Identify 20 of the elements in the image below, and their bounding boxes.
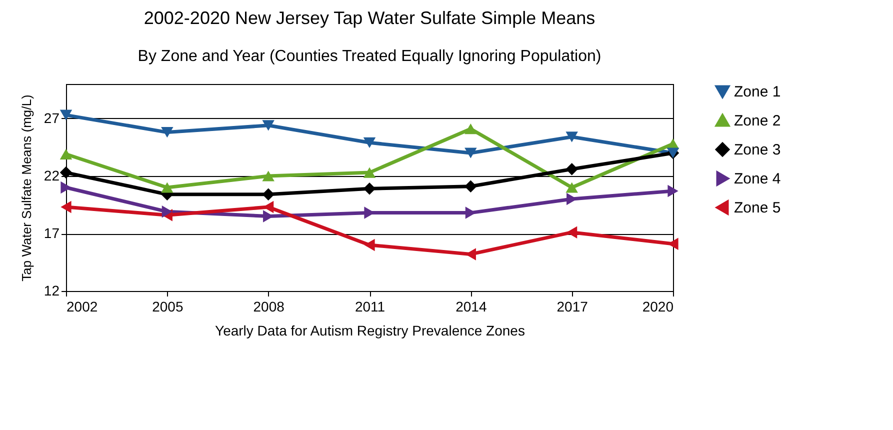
y-tick-label: 22 <box>44 168 60 184</box>
x-tick-label: 2014 <box>456 298 487 314</box>
y-tick-label: 12 <box>44 282 60 298</box>
chart-title: 2002-2020 New Jersey Tap Water Sulfate Simple Means <box>144 8 596 28</box>
legend-label: Zone 1 <box>734 84 781 100</box>
y-axis-title: Tap Water Sulfate Means (mg/L) <box>18 94 34 282</box>
x-tick-label: 2017 <box>556 298 588 314</box>
x-tick-label: 2020 <box>642 298 674 314</box>
y-tick-label: 17 <box>44 225 60 241</box>
x-tick-label: 2005 <box>152 298 184 314</box>
chart-subtitle: By Zone and Year (Counties Treated Equally Ignoring Population) <box>138 48 602 65</box>
legend-label: Zone 2 <box>734 112 781 130</box>
x-tick-label: 2002 <box>66 298 98 314</box>
x-tick-label: 2008 <box>253 298 285 314</box>
legend-label: Zone 5 <box>734 200 781 216</box>
x-axis-title: Yearly Data for Autism Registry Prevalence Zones <box>215 322 525 338</box>
x-tick-label: 2011 <box>354 298 386 314</box>
legend-label: Zone 4 <box>734 170 781 188</box>
y-tick-label: 27 <box>44 110 60 126</box>
legend-label: Zone 3 <box>734 142 781 158</box>
